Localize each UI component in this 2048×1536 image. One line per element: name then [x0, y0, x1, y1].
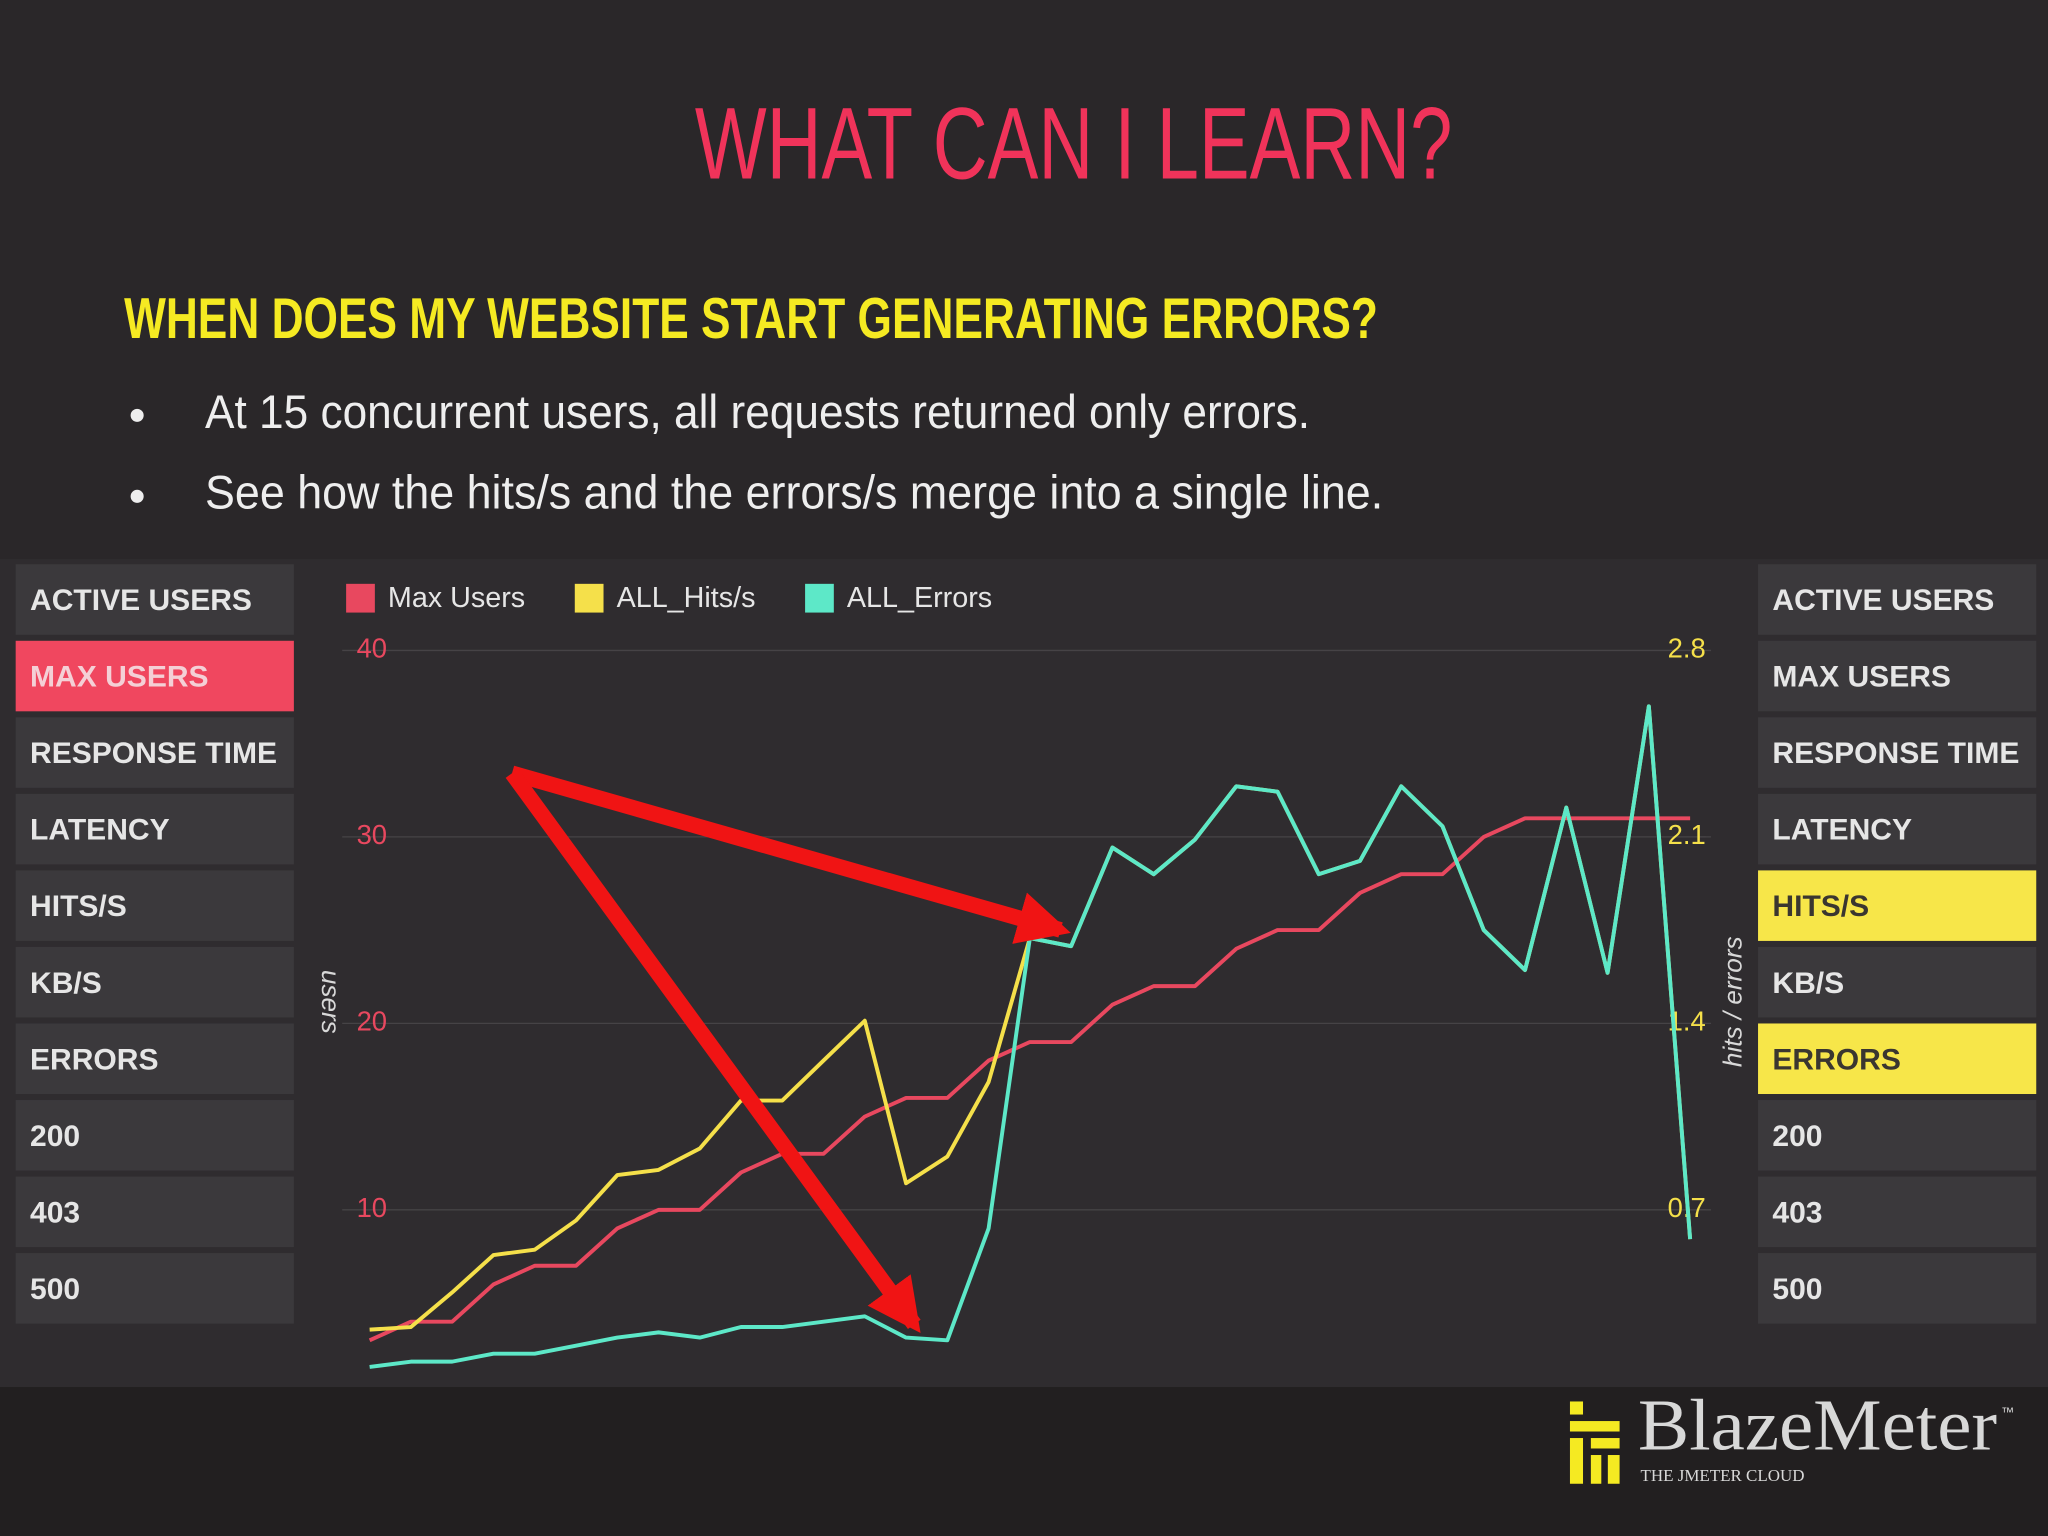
logo-tagline: THE JMETER CLOUD — [1640, 1466, 1804, 1485]
logo-icon — [1569, 1438, 1584, 1484]
panel-button[interactable]: ACTIVE USERS — [15, 564, 294, 635]
y-tick-label: 30 — [357, 819, 387, 850]
panel-button-label[interactable]: 403 — [30, 1196, 80, 1229]
panel-button[interactable]: ERRORS — [1758, 1023, 2037, 1095]
panel-button[interactable]: LATENCY — [15, 793, 294, 865]
panel-button-bg[interactable] — [1758, 946, 2037, 1018]
panel-button-bg[interactable] — [15, 1253, 294, 1324]
logo-icon — [1590, 1438, 1620, 1449]
panel-button-bg[interactable] — [15, 640, 294, 712]
y-axis-title: users — [316, 970, 346, 1034]
panel-button-label[interactable]: ERRORS — [1772, 1043, 1900, 1076]
legend-label: ALL_Hits/s — [617, 582, 756, 614]
legend-swatch — [346, 583, 375, 613]
panel-button-bg[interactable] — [15, 1023, 294, 1095]
panel-button-bg[interactable] — [1758, 870, 2037, 941]
panel-button[interactable]: ACTIVE USERS — [1758, 564, 2037, 635]
logo-icon — [1607, 1455, 1620, 1484]
panel-button[interactable]: RESPONSE TIME — [15, 717, 294, 788]
y-tick-label: 10 — [357, 1192, 387, 1223]
panel-button-label[interactable]: LATENCY — [30, 814, 170, 847]
panel-button[interactable]: 403 — [1758, 1176, 2037, 1248]
panel-button[interactable]: 500 — [15, 1253, 294, 1324]
panel-button[interactable]: 200 — [15, 1100, 294, 1171]
panel-button-label[interactable]: ACTIVE USERS — [30, 584, 252, 617]
panel-button-label[interactable]: HITS/S — [30, 890, 127, 923]
panel-button-label[interactable]: 403 — [1772, 1196, 1822, 1229]
panel-button[interactable]: HITS/S — [1758, 870, 2037, 941]
y-tick-label: 40 — [357, 633, 387, 664]
panel-button-bg[interactable] — [1758, 640, 2037, 712]
panel-button-bg[interactable] — [1758, 1253, 2037, 1324]
panel-button-bg[interactable] — [15, 1100, 294, 1171]
y2-axis-title: hits / errors — [1717, 937, 1747, 1068]
chart: ACTIVE USERS MAX USERS RESPONSE TIME LATENC… — [15, 564, 2037, 1369]
panel-button-label[interactable]: ACTIVE USERS — [1772, 584, 1994, 617]
panel-button-bg[interactable] — [15, 564, 294, 635]
panel-button-label[interactable]: KB/S — [1772, 967, 1844, 1000]
legend-swatch — [805, 583, 834, 613]
legend-label: ALL_Errors — [847, 582, 992, 614]
panel-button-bg[interactable] — [1758, 1023, 2037, 1095]
y-tick-label: 20 — [357, 1006, 387, 1037]
logo: BlazeMeter ™ THE JMETER CLOUD — [1569, 1385, 2014, 1485]
panel-button-label[interactable]: 200 — [30, 1120, 80, 1153]
bullet-dot — [130, 489, 144, 503]
panel-button-bg[interactable] — [15, 946, 294, 1018]
annotation-arrows — [505, 765, 1071, 1334]
panel-button[interactable]: 500 — [1758, 1253, 2037, 1324]
y2-tick-label: 2.8 — [1668, 633, 1706, 664]
panel-button-label[interactable]: MAX USERS — [30, 661, 209, 694]
panel-button-label[interactable]: 500 — [1772, 1273, 1822, 1306]
panel-button[interactable]: 403 — [15, 1176, 294, 1248]
panel-button[interactable]: ERRORS — [15, 1023, 294, 1095]
bullet-text: At 15 concurrent users, all requests ret… — [205, 385, 1310, 438]
panel-button-bg[interactable] — [15, 717, 294, 788]
panel-button[interactable]: RESPONSE TIME — [1758, 717, 2037, 788]
panel-button-bg[interactable] — [1758, 564, 2037, 635]
arrow — [509, 765, 1071, 944]
series-line — [368, 816, 1691, 1343]
panel-button-label[interactable]: 200 — [1772, 1120, 1822, 1153]
panel-button-label[interactable]: MAX USERS — [1772, 661, 1951, 694]
logo-tm: ™ — [2001, 1405, 2014, 1420]
panel-button[interactable]: KB/S — [15, 946, 294, 1018]
panel-button-bg[interactable] — [1758, 717, 2037, 788]
panel-button-bg[interactable] — [15, 793, 294, 865]
bullet-text: See how the hits/s and the errors/s merg… — [205, 466, 1383, 519]
arrow — [505, 768, 921, 1334]
panel-button-label[interactable]: 500 — [30, 1273, 80, 1306]
footer-band — [0, 1387, 2048, 1536]
panel-button-label[interactable]: RESPONSE TIME — [30, 737, 277, 770]
panel-button[interactable]: 200 — [1758, 1100, 2037, 1171]
panel-button-bg[interactable] — [1758, 793, 2037, 865]
panel-button-bg[interactable] — [15, 870, 294, 941]
panel-button-label[interactable]: LATENCY — [1772, 814, 1912, 847]
panel-button-label[interactable]: RESPONSE TIME — [1772, 737, 2019, 770]
slide-subtitle: WHEN DOES MY WEBSITE START GENERATING ER… — [124, 287, 1378, 351]
panel-button[interactable]: LATENCY — [1758, 793, 2037, 865]
panel-button[interactable]: MAX USERS — [1758, 640, 2037, 712]
bullet-dot — [130, 408, 144, 422]
legend-swatch — [574, 583, 604, 613]
panel-button-bg[interactable] — [15, 1176, 294, 1248]
panel-button[interactable]: KB/S — [1758, 946, 2037, 1018]
panel-button-bg[interactable] — [1758, 1100, 2037, 1171]
logo-name: BlazeMeter — [1638, 1385, 1997, 1466]
panel-button-label[interactable]: HITS/S — [1772, 890, 1869, 923]
legend-label: Max Users — [388, 582, 525, 614]
logo-icon — [1569, 1421, 1620, 1432]
panel-button[interactable]: MAX USERS — [15, 640, 294, 712]
panel-button-label[interactable]: ERRORS — [30, 1043, 158, 1076]
panel-button[interactable]: HITS/S — [15, 870, 294, 941]
logo-icon — [1590, 1455, 1602, 1484]
slide-title: WHAT CAN I LEARN? — [695, 86, 1453, 200]
panel-button-bg[interactable] — [1758, 1176, 2037, 1248]
logo-icon — [1569, 1401, 1584, 1415]
panel-button-label[interactable]: KB/S — [30, 967, 102, 1000]
y2-tick-label: 2.1 — [1668, 819, 1706, 850]
